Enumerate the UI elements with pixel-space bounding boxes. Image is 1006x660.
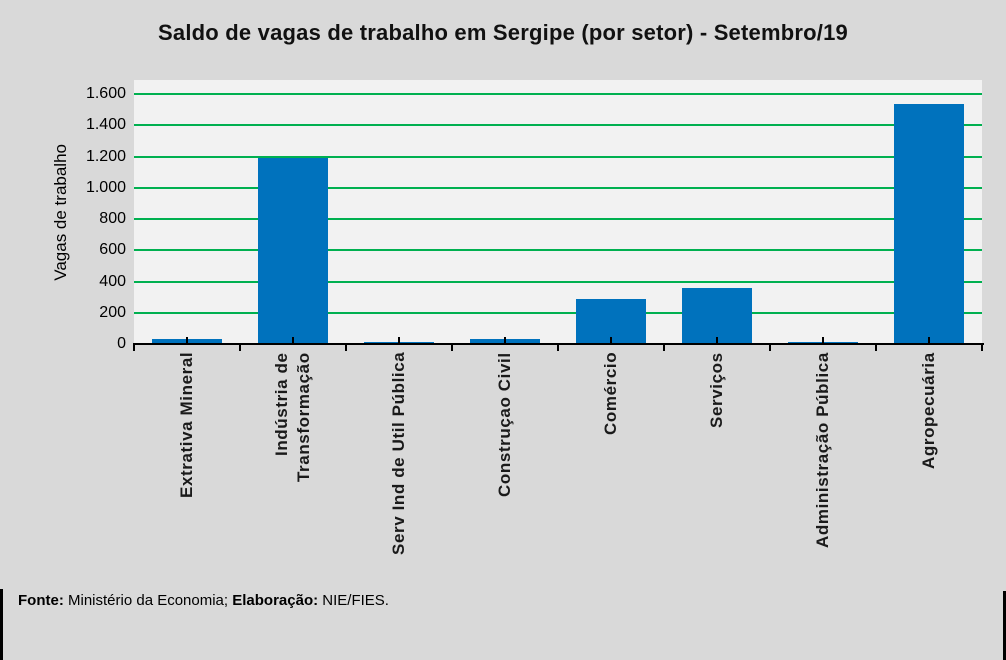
y-tick-label: 1.200: [85, 148, 126, 165]
x-axis-line: [133, 343, 984, 345]
x-axis-center-tick: [398, 337, 400, 344]
y-tick-label: 1.000: [85, 179, 126, 196]
gridline: [134, 280, 982, 283]
x-axis-boundary-tick: [239, 345, 241, 351]
x-category-label-text: Serv Ind de Util Pública: [389, 352, 408, 556]
x-category-label-text: Agropecuária: [919, 352, 938, 469]
x-category-label-text: Serviços: [707, 352, 726, 428]
x-axis-boundary-tick: [133, 345, 135, 351]
bar: [576, 299, 646, 344]
x-category-label: Agropecuária: [876, 352, 982, 602]
bar: [894, 104, 964, 344]
y-tick-label: 600: [99, 241, 126, 258]
gridline: [134, 186, 982, 189]
x-category-label-text: Indústria de Transformação: [272, 352, 313, 482]
x-axis-boundary-tick: [981, 345, 983, 351]
x-axis-center-tick: [504, 337, 506, 344]
x-axis-boundary-tick: [345, 345, 347, 351]
x-axis-boundary-tick: [557, 345, 559, 351]
x-axis-boundary-tick: [451, 345, 453, 351]
gridline: [134, 218, 982, 221]
x-category-label-text: Construçao Civil: [495, 352, 514, 497]
y-tick-label: 1.600: [85, 85, 126, 102]
gridline: [134, 249, 982, 252]
x-category-label: Serv Ind de Util Pública: [346, 352, 452, 602]
x-axis-center-tick: [292, 337, 294, 344]
x-category-label: Administração Pública: [770, 352, 876, 602]
chart-title: Saldo de vagas de trabalho em Sergipe (p…: [158, 20, 848, 45]
bar: [682, 288, 752, 344]
x-axis-center-tick: [186, 337, 188, 344]
x-axis-center-tick: [716, 337, 718, 344]
x-category-label-text: Administração Pública: [813, 352, 832, 548]
y-tick-label: 200: [99, 304, 126, 321]
y-tick-label: 400: [99, 273, 126, 290]
y-tick-label: 0: [117, 335, 126, 352]
x-axis-boundary-tick: [875, 345, 877, 351]
x-category-label: Serviços: [664, 352, 770, 602]
x-axis-boundary-tick: [769, 345, 771, 351]
plot-area: [134, 80, 982, 344]
x-axis-center-tick: [928, 337, 930, 344]
gridline: [134, 311, 982, 314]
x-category-label-text: Extrativa Mineral: [177, 352, 196, 499]
source-label: Fonte:: [18, 592, 64, 609]
gridline: [134, 155, 982, 158]
x-category-label: Indústria de Transformação: [240, 352, 346, 602]
x-category-label-text: Comércio: [601, 352, 620, 436]
y-tick-label: 1.400: [85, 116, 126, 133]
elaboration-label: Elaboração:: [232, 592, 319, 609]
x-category-label: Extrativa Mineral: [134, 352, 240, 602]
page-edge-line-left: [0, 589, 3, 660]
gridline: [134, 93, 982, 96]
elaboration-text: NIE/FIES.: [318, 592, 389, 609]
x-category-label: Comércio: [558, 352, 664, 602]
x-category-label: Construçao Civil: [452, 352, 558, 602]
source-note: Fonte: Ministério da Economia; Elaboraçã…: [18, 592, 389, 609]
x-axis-center-tick: [610, 337, 612, 344]
x-axis-center-tick: [822, 337, 824, 344]
x-axis-boundary-tick: [663, 345, 665, 351]
source-text: Ministério da Economia;: [63, 592, 233, 609]
bar: [258, 158, 328, 344]
gridline: [134, 124, 982, 127]
page-edge-line-right: [1003, 591, 1006, 660]
y-tick-label: 800: [99, 210, 126, 227]
